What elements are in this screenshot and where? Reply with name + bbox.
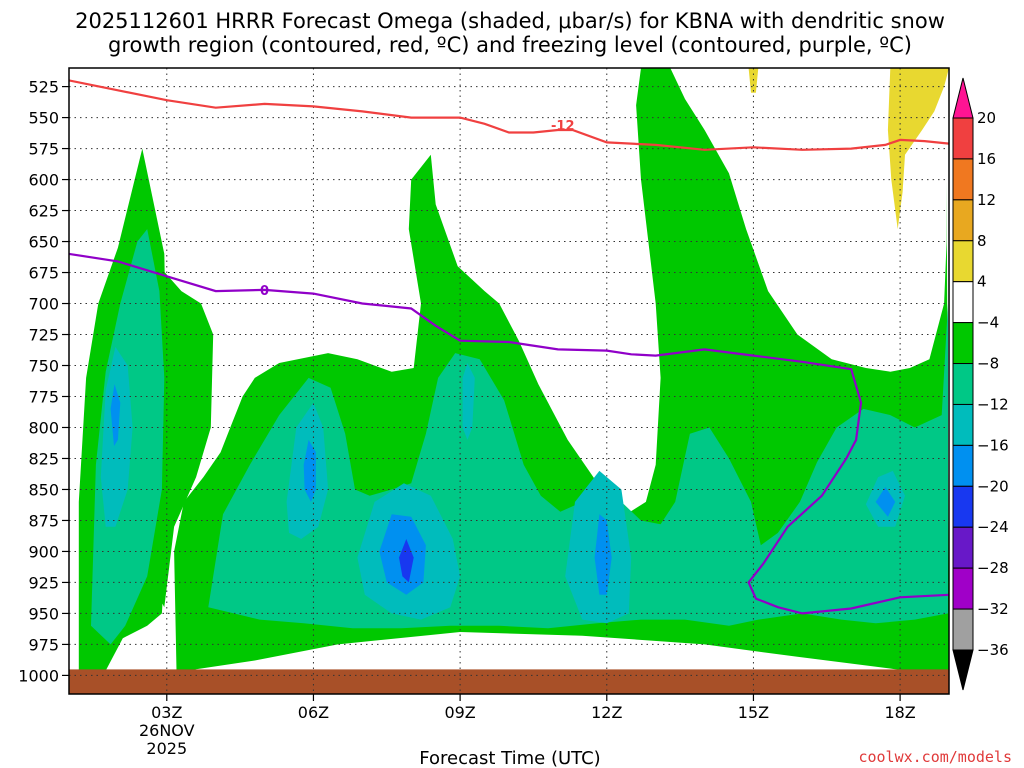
y-tick-label: 925 bbox=[28, 573, 59, 592]
y-tick-label: 975 bbox=[28, 635, 59, 654]
contour-line-0 bbox=[69, 79, 949, 151]
colorbar-label: 20 bbox=[977, 109, 996, 127]
contour-lines: -12 0 bbox=[69, 79, 949, 615]
ground-surface bbox=[69, 669, 949, 694]
colorbar-segment bbox=[952, 485, 974, 528]
x-tick-label: 03Z bbox=[151, 703, 182, 722]
omega-shading bbox=[78, 68, 949, 676]
y-tick-label: 675 bbox=[28, 264, 59, 283]
colorbar-segment bbox=[952, 567, 974, 610]
y-tick-label: 850 bbox=[28, 480, 59, 499]
x-tick-label: 12Z bbox=[591, 703, 622, 722]
credit-text: coolwx.com/models bbox=[858, 748, 1012, 766]
omega-region-11 bbox=[110, 384, 121, 447]
plot-frame bbox=[68, 67, 950, 695]
y-tick-label: 800 bbox=[28, 418, 59, 437]
omega-region-18 bbox=[887, 68, 949, 230]
colorbar-top-triangle bbox=[952, 77, 974, 119]
y-tick-label: 900 bbox=[28, 542, 59, 561]
contour-label-1: 0 bbox=[260, 284, 269, 299]
contour-line-1 bbox=[69, 252, 949, 615]
y-tick-label: 875 bbox=[28, 511, 59, 530]
y-tick-label: 825 bbox=[28, 449, 59, 468]
colorbar-segment bbox=[952, 158, 974, 201]
omega-region-14 bbox=[594, 514, 612, 595]
colorbar-label: 8 bbox=[977, 232, 987, 250]
y-tick-label: 775 bbox=[28, 387, 59, 406]
colorbar-label: −28 bbox=[977, 559, 1009, 577]
y-tick-label: 550 bbox=[28, 109, 59, 128]
x-axis-title: Forecast Time (UTC) bbox=[419, 748, 600, 768]
x-tick-label: 09Z bbox=[444, 703, 475, 722]
plot-area: -12 0 bbox=[68, 67, 950, 695]
y-tick-label: 700 bbox=[28, 295, 59, 314]
grid-lines bbox=[69, 68, 949, 694]
colorbar-segment bbox=[952, 526, 974, 569]
chart-title-line-1: 2025112601 HRRR Forecast Omega (shaded, … bbox=[75, 9, 945, 33]
ground-layer bbox=[69, 669, 949, 694]
colorbar-segment bbox=[952, 117, 974, 160]
colorbar-label: −36 bbox=[977, 641, 1009, 659]
x-tick-year-label: 2025 bbox=[146, 739, 187, 758]
colorbar-segment bbox=[952, 608, 974, 651]
colorbar-label: −20 bbox=[977, 477, 1009, 495]
colorbar-label: −12 bbox=[977, 395, 1009, 413]
colorbar-segment bbox=[952, 444, 974, 487]
x-tick-date-label: 26NOV bbox=[139, 721, 195, 740]
colorbar-label: −16 bbox=[977, 436, 1009, 454]
omega-region-10 bbox=[462, 363, 475, 440]
y-tick-label: 525 bbox=[28, 78, 59, 97]
colorbar-segment bbox=[952, 403, 974, 446]
chart-title-line-2: growth region (contoured, red, ºC) and f… bbox=[108, 33, 912, 57]
y-tick-label: 575 bbox=[28, 140, 59, 159]
y-tick-label: 1000 bbox=[18, 666, 59, 685]
y-tick-label: 725 bbox=[28, 326, 59, 345]
colorbar: 20 16 12 8 4 −4 −8 −12 −16 −20 −24 −28 −32 −36 bbox=[952, 77, 1009, 691]
y-tick-label: 650 bbox=[28, 233, 59, 252]
colorbar-label: 4 bbox=[977, 273, 987, 291]
y-tick-label: 750 bbox=[28, 357, 59, 376]
colorbar-segment bbox=[952, 322, 974, 365]
y-tick-label: 600 bbox=[28, 171, 59, 190]
colorbar-segment bbox=[952, 240, 974, 283]
y-axis: 525 550 575 600 625 650 675 700 725 750 775 800 825 8… bbox=[18, 78, 69, 685]
x-tick-label: 06Z bbox=[298, 703, 329, 722]
y-tick-label: 625 bbox=[28, 202, 59, 221]
colorbar-segment bbox=[952, 199, 974, 242]
colorbar-segment bbox=[952, 363, 974, 405]
colorbar-label: −4 bbox=[977, 314, 999, 332]
colorbar-label: 12 bbox=[977, 191, 996, 209]
colorbar-label: 16 bbox=[977, 150, 996, 168]
contour-label-0: -12 bbox=[551, 119, 575, 134]
colorbar-label: −8 bbox=[977, 355, 999, 373]
omega-region-15 bbox=[875, 487, 896, 517]
omega-region-16 bbox=[399, 539, 414, 583]
y-tick-label: 950 bbox=[28, 604, 59, 623]
colorbar-segment bbox=[952, 281, 974, 324]
x-tick-label: 18Z bbox=[884, 703, 915, 722]
x-tick-label: 15Z bbox=[738, 703, 769, 722]
colorbar-label: −24 bbox=[977, 518, 1009, 536]
omega-region-12 bbox=[303, 439, 316, 502]
colorbar-label: −32 bbox=[977, 600, 1009, 618]
colorbar-bottom-triangle bbox=[952, 649, 974, 691]
